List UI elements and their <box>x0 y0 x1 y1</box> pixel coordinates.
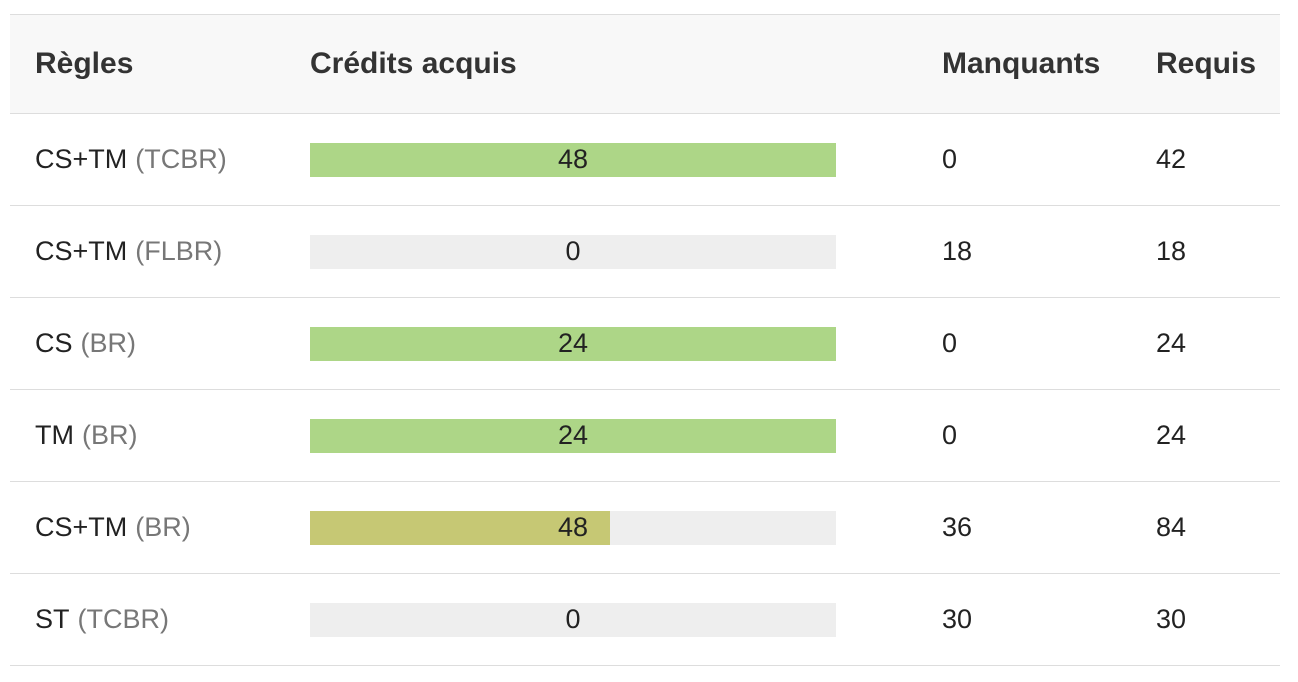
table-row: CS+TM (FLBR) 0 18 18 <box>10 206 1280 298</box>
header-rules: Règles <box>35 47 134 80</box>
table-header-row: Règles Crédits acquis Manquants Requis <box>10 15 1280 114</box>
header-required: Requis <box>1156 47 1257 80</box>
rule-type: (BR) <box>80 328 137 358</box>
credits-value: 24 <box>557 420 589 450</box>
missing-value: 0 <box>942 420 958 450</box>
required-value: 24 <box>1156 420 1187 450</box>
table-row: CS+TM (TCBR) 48 0 42 <box>10 114 1280 206</box>
missing-value: 36 <box>942 512 973 542</box>
credits-progress-bar: 24 <box>310 418 836 453</box>
header-credits: Crédits acquis <box>310 47 517 80</box>
rule-type: (TCBR) <box>77 604 169 634</box>
rule-cell: ST (TCBR) <box>35 574 169 665</box>
credits-progress-fill <box>310 326 836 361</box>
rule-name: CS <box>35 328 73 358</box>
missing-value: 18 <box>942 236 973 266</box>
credits-progress-bar: 48 <box>310 142 836 177</box>
required-value: 84 <box>1156 512 1187 542</box>
required-value: 24 <box>1156 328 1187 358</box>
credits-value: 48 <box>557 512 589 542</box>
credits-table: Règles Crédits acquis Manquants Requis C… <box>10 14 1280 666</box>
rule-cell: CS+TM (FLBR) <box>35 206 222 297</box>
rule-type: (TCBR) <box>135 144 227 174</box>
table-row: CS (BR) 24 0 24 <box>10 298 1280 390</box>
table-row: ST (TCBR) 0 30 30 <box>10 574 1280 666</box>
credits-progress-fill <box>310 510 611 545</box>
table-row: TM (BR) 24 0 24 <box>10 390 1280 482</box>
rule-name: CS+TM <box>35 144 128 174</box>
credits-progress-bar: 0 <box>310 234 836 269</box>
credits-value: 48 <box>557 144 589 174</box>
credits-progress-bar: 48 <box>310 510 836 545</box>
table-row: CS+TM (BR) 48 36 84 <box>10 482 1280 574</box>
rule-cell: CS+TM (TCBR) <box>35 114 227 205</box>
rule-type: (BR) <box>135 512 191 542</box>
rule-name: CS+TM <box>35 236 128 266</box>
rule-cell: TM (BR) <box>35 390 137 481</box>
missing-value: 0 <box>942 144 958 174</box>
required-value: 42 <box>1156 144 1187 174</box>
rule-cell: CS (BR) <box>35 298 136 389</box>
rule-name: CS+TM <box>35 512 128 542</box>
required-value: 18 <box>1156 236 1187 266</box>
rule-cell: CS+TM (BR) <box>35 482 191 573</box>
credits-progress-bar: 24 <box>310 326 836 361</box>
required-value: 30 <box>1156 604 1187 634</box>
rule-name: ST <box>35 604 70 634</box>
rule-name: TM <box>35 420 74 450</box>
credits-value: 0 <box>565 604 581 634</box>
missing-value: 0 <box>942 328 958 358</box>
credits-value: 0 <box>565 236 581 266</box>
credits-value: 24 <box>557 328 589 358</box>
credits-progress-bar: 0 <box>310 602 836 637</box>
rule-type: (FLBR) <box>135 236 223 266</box>
credits-progress-fill <box>310 142 836 177</box>
rule-type: (BR) <box>81 420 138 450</box>
credits-progress-fill <box>310 418 836 453</box>
header-missing: Manquants <box>942 47 1101 80</box>
missing-value: 30 <box>942 604 973 634</box>
